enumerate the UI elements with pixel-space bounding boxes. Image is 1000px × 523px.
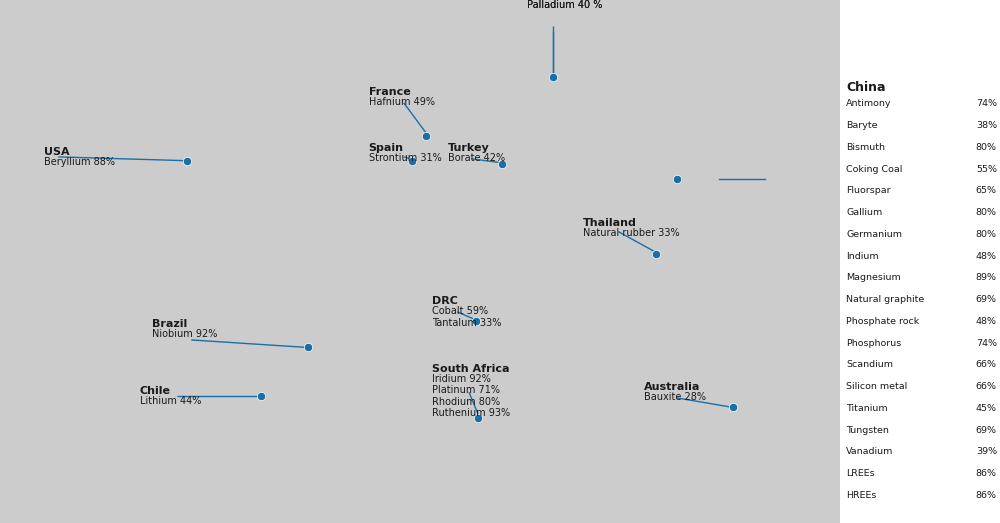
Text: Niobium 92%: Niobium 92% xyxy=(152,329,217,339)
Text: 48%: 48% xyxy=(976,317,997,326)
Text: Tungsten: Tungsten xyxy=(846,426,889,435)
Text: Natural graphite: Natural graphite xyxy=(846,295,924,304)
Text: 38%: 38% xyxy=(976,121,997,130)
Text: 80%: 80% xyxy=(976,208,997,217)
Text: DRC: DRC xyxy=(432,297,458,306)
Text: Germanium: Germanium xyxy=(846,230,902,239)
Text: 66%: 66% xyxy=(976,382,997,391)
Text: Coking Coal: Coking Coal xyxy=(846,165,903,174)
Text: Antimony: Antimony xyxy=(846,99,892,108)
Text: Hafnium 49%: Hafnium 49% xyxy=(369,97,435,107)
Text: Titanium: Titanium xyxy=(846,404,888,413)
Text: 55%: 55% xyxy=(976,165,997,174)
Text: Strontium 31%: Strontium 31% xyxy=(369,153,441,163)
Text: Bauxite 28%: Bauxite 28% xyxy=(644,392,706,402)
Text: 65%: 65% xyxy=(976,186,997,196)
Text: Turkey: Turkey xyxy=(448,143,490,153)
Text: 74%: 74% xyxy=(976,99,997,108)
Text: Palladium 40 %: Palladium 40 % xyxy=(527,0,602,10)
Text: France: France xyxy=(369,87,410,97)
Text: 86%: 86% xyxy=(976,469,997,478)
Text: 69%: 69% xyxy=(976,426,997,435)
Text: Cobalt 59%
Tantalum 33%: Cobalt 59% Tantalum 33% xyxy=(432,306,501,328)
Text: 69%: 69% xyxy=(976,295,997,304)
Text: Brazil: Brazil xyxy=(152,319,187,329)
Text: Gallium: Gallium xyxy=(846,208,882,217)
Text: Baryte: Baryte xyxy=(846,121,878,130)
Text: Palladium 40 %: Palladium 40 % xyxy=(527,0,602,10)
Text: 89%: 89% xyxy=(976,274,997,282)
Text: LREEs: LREEs xyxy=(846,469,875,478)
Text: USA: USA xyxy=(44,147,70,157)
Text: Phosphate rock: Phosphate rock xyxy=(846,317,919,326)
Text: Vanadium: Vanadium xyxy=(846,447,894,456)
Text: Beryllium 88%: Beryllium 88% xyxy=(44,157,115,167)
Text: 80%: 80% xyxy=(976,230,997,239)
Text: Natural rubber 33%: Natural rubber 33% xyxy=(583,228,680,238)
Text: China: China xyxy=(846,81,886,94)
Text: Iridium 92%
Platinum 71%
Rhodium 80%
Ruthenium 93%: Iridium 92% Platinum 71% Rhodium 80% Rut… xyxy=(432,373,510,418)
Text: 48%: 48% xyxy=(976,252,997,260)
Text: Chile: Chile xyxy=(140,386,171,396)
Text: Thailand: Thailand xyxy=(583,218,637,228)
Text: Magnesium: Magnesium xyxy=(846,274,901,282)
Text: Borate 42%: Borate 42% xyxy=(448,153,505,163)
Text: Silicon metal: Silicon metal xyxy=(846,382,907,391)
Text: Lithium 44%: Lithium 44% xyxy=(140,396,201,406)
Text: Indium: Indium xyxy=(846,252,879,260)
Text: Phosphorus: Phosphorus xyxy=(846,338,901,348)
Text: Scandium: Scandium xyxy=(846,360,893,369)
Text: 86%: 86% xyxy=(976,491,997,500)
Text: 45%: 45% xyxy=(976,404,997,413)
Text: South Africa: South Africa xyxy=(432,363,509,373)
Text: Australia: Australia xyxy=(644,382,700,392)
Text: Fluorspar: Fluorspar xyxy=(846,186,891,196)
Text: Spain: Spain xyxy=(369,143,404,153)
Text: 39%: 39% xyxy=(976,447,997,456)
Text: 66%: 66% xyxy=(976,360,997,369)
Text: Bismuth: Bismuth xyxy=(846,143,885,152)
Text: 80%: 80% xyxy=(976,143,997,152)
Text: HREEs: HREEs xyxy=(846,491,877,500)
Text: 74%: 74% xyxy=(976,338,997,348)
